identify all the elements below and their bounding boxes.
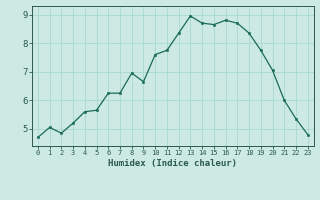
X-axis label: Humidex (Indice chaleur): Humidex (Indice chaleur) xyxy=(108,159,237,168)
